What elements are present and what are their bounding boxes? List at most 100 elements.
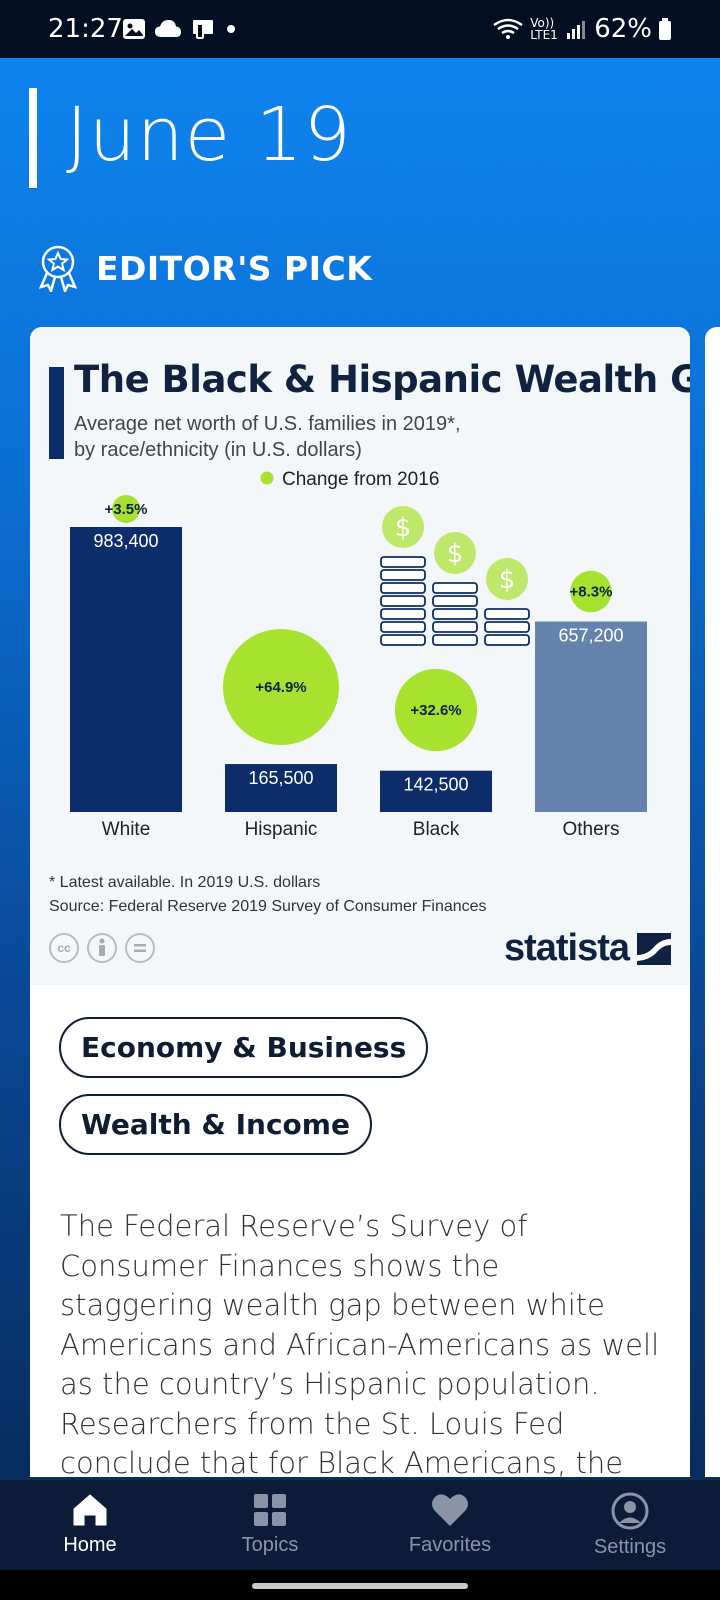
nav-favorites-label: Favorites [408,1534,492,1556]
coin-1-4 [432,582,478,594]
footnote: * Latest available. In 2019 U.S. dollars [49,874,321,891]
change-circle-others [570,570,612,613]
coin-0-6 [380,556,426,568]
coin-0-5 [380,569,426,581]
change-label-black: +32.6% [410,702,461,719]
coin-1-3 [432,595,478,607]
nav-topics-label: Topics [241,1534,299,1556]
infographic[interactable]: The Black & Hispanic Wealth Gap Average … [30,327,690,985]
nav-home-label: Home [63,1534,117,1556]
chart-legend: Change from 2016 [260,469,439,490]
award-badge-icon [38,245,78,292]
bar-black [380,770,492,812]
chart-bars [70,527,647,812]
battery-icon [659,18,671,40]
coin-2-0 [484,634,530,646]
nav-favorites[interactable]: Favorites [360,1480,540,1570]
tag-wealth-income[interactable]: Wealth & Income [59,1094,372,1155]
coin-0-3 [380,595,426,607]
coin-0-2 [380,608,426,620]
home-handle[interactable] [252,1583,468,1589]
wealth-bar-chart: Change from 2016 $ $ $ 983,400 White 165,500… [70,469,647,840]
category-label-hispanic: Hispanic [245,819,318,840]
coin-0-0 [380,634,426,646]
article-card[interactable]: The Black & Hispanic Wealth Gap Average … [30,327,690,1477]
license-icons: cc [49,933,155,963]
legend-swatch [260,471,274,485]
nav-topics[interactable]: Topics [180,1480,360,1570]
device-icon [193,20,213,39]
subtitle-line-2: by race/ethnicity (in U.S. dollars) [74,439,362,461]
wifi-icon [493,18,523,39]
statista-logo: statista [504,927,671,970]
page-date: June 19 [66,92,352,178]
coin-2-2 [484,608,530,620]
battery-percent: 62% [594,14,652,44]
article-body: The Federal Reserve’s Survey of Consumer… [60,1209,660,1477]
bottom-navigation: Home Topics Favorites Settings [0,1480,720,1570]
value-label-hispanic: 165,500 [248,768,313,788]
infographic-notes: * Latest available. In 2019 U.S. dollars… [49,871,487,919]
value-label-black: 142,500 [403,775,468,795]
infographic-title: The Black & Hispanic Wealth Gap [74,358,690,401]
change-label-white: +3.5% [105,501,148,518]
bar-others [535,621,647,812]
nav-settings[interactable]: Settings [540,1480,720,1570]
dollar-coin-icon [486,558,528,600]
coin-1-0 [432,634,478,646]
topic-tags: Economy & Business Wealth & Income [59,1017,429,1171]
change-label-hispanic: +64.9% [255,679,306,696]
coin-2-1 [484,621,530,633]
status-time: 21:27 [48,14,123,44]
change-label-others: +8.3% [570,584,613,601]
dollar-sign: $ [447,539,464,569]
status-bar: 21:27 Vo)) LTE1 62% [0,0,720,58]
source-note: Source: Federal Reserve 2019 Survey of C… [49,898,487,915]
nav-home[interactable]: Home [0,1480,180,1570]
date-accent-bar [29,88,37,188]
change-circle-black [394,668,478,752]
gallery-icon [123,19,145,39]
gesture-bar [0,1570,720,1600]
heart-icon [432,1494,468,1526]
notification-icons [122,18,238,40]
dollar-coin-icon [382,506,424,548]
grid-icon [254,1494,286,1526]
network-type: Vo)) LTE1 [530,16,558,42]
statista-wordmark: statista [503,927,630,969]
bar-white [70,527,182,812]
tag-economy-business[interactable]: Economy & Business [59,1017,429,1078]
dollar-sign: $ [395,513,412,543]
bar-hispanic [225,764,337,812]
title-accent-bar [49,367,64,459]
status-right: Vo)) LTE1 62% [492,14,672,44]
change-circle-white [112,495,140,523]
signal-icon [567,21,586,39]
coin-0-4 [380,582,426,594]
coin-stacks-illustration: $ $ $ [380,506,530,646]
value-label-others: 657,200 [558,626,623,646]
attribution-icon [87,933,117,963]
cloud-icon [155,20,181,37]
editors-pick-header: EDITOR'S PICK [36,244,372,292]
statista-mark-icon [637,932,671,965]
editors-pick-label: EDITOR'S PICK [96,248,373,288]
coin-0-1 [380,621,426,633]
next-card-peek[interactable] [705,327,720,1477]
home-icon [73,1494,107,1526]
dollar-coin-icon [434,532,476,574]
category-label-white: White [102,819,151,840]
value-label-white: 983,400 [93,531,158,551]
chart-labels: 983,400 White 165,500 Hispanic 142,500 Black 6… [93,501,623,840]
change-circles [112,495,612,752]
legend-label: Change from 2016 [282,469,439,490]
dot-icon [227,25,235,33]
coin-1-1 [432,621,478,633]
category-label-black: Black [413,819,460,840]
cc-license-icon: cc [49,933,79,963]
infographic-subtitle: Average net worth of U.S. families in 20… [74,411,554,463]
nav-settings-label: Settings [593,1536,667,1558]
dollar-sign: $ [499,565,516,595]
user-icon [611,1492,649,1530]
category-label-others: Others [562,819,619,840]
